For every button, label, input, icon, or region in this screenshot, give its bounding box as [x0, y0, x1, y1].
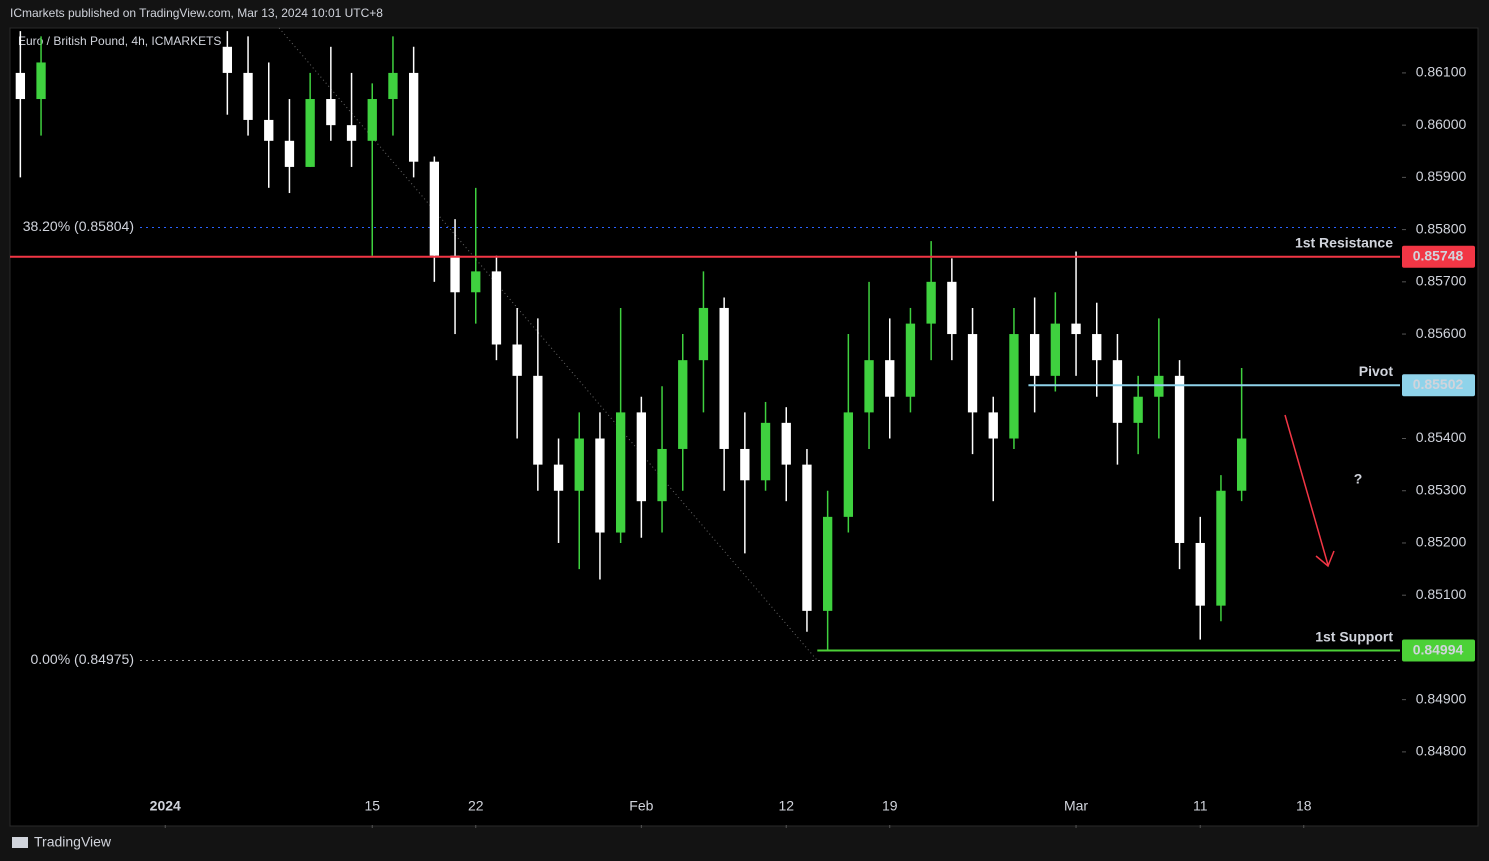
arrow	[1284, 414, 1329, 566]
price-box	[1402, 245, 1475, 268]
candle-body	[636, 412, 647, 502]
x-tick-label: Feb	[629, 798, 653, 814]
x-tick-label: 19	[882, 798, 898, 814]
price-box-label: 0.85502	[1413, 376, 1464, 392]
candle-body	[36, 62, 46, 100]
candle-body	[408, 72, 419, 162]
candle-body	[885, 360, 895, 397]
candle-body	[1009, 334, 1019, 439]
candle-body	[678, 360, 688, 449]
footer: TradingView	[34, 834, 112, 850]
candle-body	[1236, 438, 1247, 491]
candle-body	[367, 99, 377, 141]
candle-body	[1216, 490, 1226, 606]
candle-body	[574, 438, 584, 491]
candle-body	[553, 464, 564, 491]
trendline	[278, 27, 818, 661]
candle-body	[967, 334, 978, 413]
candle-body	[1092, 334, 1102, 361]
candle-body	[947, 281, 957, 335]
candle-body	[305, 99, 315, 167]
symbol-title: Euro / British Pound, 4h, ICMARKETS	[18, 34, 221, 48]
candle-body	[15, 72, 26, 100]
price-box-label: 0.84994	[1413, 641, 1464, 657]
candle-body	[346, 125, 357, 141]
candle-body	[1133, 396, 1143, 423]
candle-body	[905, 323, 916, 397]
candle-body	[284, 140, 295, 167]
y-tick-label: 0.84800	[1416, 743, 1467, 759]
price-box	[1402, 639, 1475, 662]
candle-body	[719, 307, 729, 449]
candle-body	[471, 271, 481, 293]
candle-body	[450, 255, 460, 293]
y-tick-label: 0.85300	[1416, 481, 1467, 497]
candle-body	[698, 307, 709, 361]
candle-body	[264, 119, 274, 141]
x-tick-label: 12	[778, 798, 794, 814]
y-tick-label: 0.86100	[1416, 64, 1467, 80]
candle-body	[512, 344, 522, 376]
arrow-head	[1315, 550, 1335, 568]
price-box	[1402, 374, 1475, 397]
candle-body	[326, 99, 336, 126]
level-label: Pivot	[1359, 363, 1394, 379]
candle-body	[1029, 334, 1040, 376]
candle-body	[657, 448, 667, 502]
fib-label: 0.00% (0.84975)	[30, 651, 134, 667]
candle-body	[1174, 375, 1185, 543]
tv-logo	[12, 837, 28, 848]
candle-body	[988, 412, 998, 439]
annotation: ?	[1354, 471, 1363, 487]
x-tick-label: 2024	[150, 798, 181, 814]
y-tick-label: 0.85600	[1416, 325, 1467, 341]
candle-body	[1112, 360, 1123, 423]
candle-body	[1050, 323, 1061, 376]
x-tick-label: Mar	[1064, 798, 1088, 814]
candle-body	[429, 161, 440, 256]
y-tick-label: 0.85100	[1416, 586, 1467, 602]
candle-body	[388, 72, 398, 100]
candle-body	[243, 72, 253, 120]
x-tick-label: 22	[468, 798, 484, 814]
candle-body	[760, 422, 771, 481]
y-tick-label: 0.85700	[1416, 273, 1467, 289]
plot-area	[9, 27, 1479, 827]
candle-body	[1154, 375, 1164, 397]
level-label: 1st Support	[1315, 628, 1393, 644]
candle-body	[533, 375, 543, 465]
candle-body	[864, 360, 874, 413]
x-tick-label: 18	[1296, 798, 1312, 814]
candle-body	[822, 516, 833, 611]
y-tick-label: 0.84900	[1416, 690, 1467, 706]
price-box-label: 0.85748	[1413, 247, 1464, 263]
candle-body	[491, 271, 502, 345]
candle-body	[1071, 323, 1081, 335]
fib-label: 38.20% (0.85804)	[23, 218, 134, 234]
x-tick-label: 15	[364, 798, 380, 814]
y-tick-label: 0.85400	[1416, 429, 1467, 445]
candle-body	[615, 412, 626, 533]
y-tick-label: 0.85800	[1416, 220, 1467, 236]
header: ICmarkets published on TradingView.com, …	[10, 6, 383, 20]
candle-body	[781, 422, 791, 465]
candle-body	[595, 438, 605, 533]
candle-body	[1195, 542, 1205, 606]
level-label: 1st Resistance	[1295, 234, 1393, 250]
x-tick-label: 11	[1193, 798, 1208, 814]
y-tick-label: 0.85900	[1416, 168, 1467, 184]
candle-body	[843, 412, 854, 517]
candle-body	[222, 46, 233, 73]
candle-body	[926, 281, 936, 324]
y-tick-label: 0.86000	[1416, 116, 1467, 132]
candle-body	[802, 464, 812, 611]
candle-body	[740, 448, 750, 481]
y-tick-label: 0.85200	[1416, 534, 1467, 550]
